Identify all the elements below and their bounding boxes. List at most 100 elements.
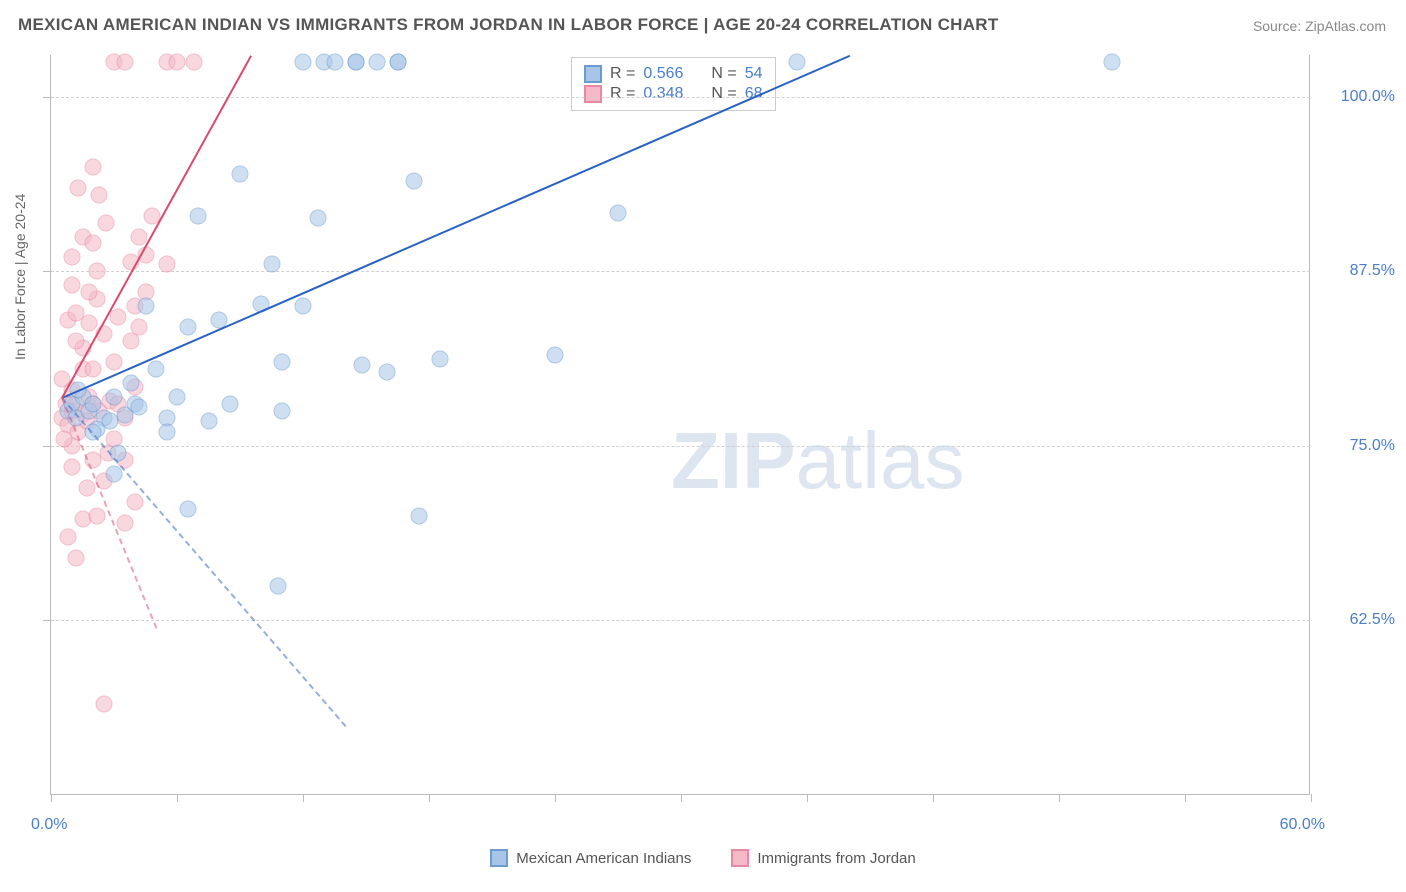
y-tick (43, 620, 51, 621)
r-label: R = (610, 65, 635, 83)
legend-swatch (731, 849, 749, 867)
r-value: 0.348 (643, 85, 683, 103)
y-axis-label: In Labor Force | Age 20-24 (12, 194, 28, 360)
data-point (295, 53, 312, 70)
source-attribution: Source: ZipAtlas.com (1253, 18, 1386, 34)
data-point (106, 465, 123, 482)
data-point (85, 158, 102, 175)
scatter-plot-area: ZIPatlas R =0.566N =54R =0.348N =68 0.0%… (50, 55, 1310, 795)
legend-swatch (490, 849, 508, 867)
data-point (610, 204, 627, 221)
data-point (131, 228, 148, 245)
x-tick (51, 794, 52, 802)
data-point (91, 186, 108, 203)
x-tick (681, 794, 682, 802)
data-point (221, 396, 238, 413)
legend-swatch (584, 85, 602, 103)
data-point (64, 458, 81, 475)
data-point (788, 53, 805, 70)
data-point (547, 347, 564, 364)
data-point (97, 214, 114, 231)
x-tick (1059, 794, 1060, 802)
y-tick (43, 446, 51, 447)
data-point (179, 500, 196, 517)
data-point (101, 412, 118, 429)
x-tick (1185, 794, 1186, 802)
y-tick (43, 97, 51, 98)
data-point (59, 528, 76, 545)
data-point (158, 423, 175, 440)
series-legend-label: Mexican American Indians (516, 850, 691, 867)
data-point (309, 210, 326, 227)
x-tick (555, 794, 556, 802)
data-point (68, 549, 85, 566)
data-point (431, 351, 448, 368)
watermark-atlas: atlas (795, 416, 964, 505)
data-point (95, 696, 112, 713)
series-legend-item: Mexican American Indians (490, 849, 691, 867)
r-value: 0.566 (643, 65, 683, 83)
x-tick (177, 794, 178, 802)
data-point (85, 235, 102, 252)
series-legend-label: Immigrants from Jordan (757, 850, 915, 867)
n-label: N = (711, 85, 736, 103)
data-point (200, 412, 217, 429)
data-point (131, 319, 148, 336)
data-point (55, 430, 72, 447)
n-label: N = (711, 65, 736, 83)
data-point (326, 53, 343, 70)
series-legend: Mexican American Indians Immigrants from … (0, 849, 1406, 867)
n-value: 54 (745, 65, 763, 83)
watermark-zip: ZIP (671, 416, 795, 505)
trend-line (61, 56, 252, 399)
y-tick-label: 75.0% (1350, 437, 1395, 455)
r-label: R = (610, 85, 635, 103)
x-tick (1311, 794, 1312, 802)
data-point (295, 298, 312, 315)
data-point (158, 256, 175, 273)
x-axis-max-label: 60.0% (1280, 816, 1325, 834)
data-point (122, 375, 139, 392)
data-point (116, 53, 133, 70)
data-point (1103, 53, 1120, 70)
stats-legend: R =0.566N =54R =0.348N =68 (571, 57, 776, 111)
data-point (269, 577, 286, 594)
data-point (410, 507, 427, 524)
data-point (179, 319, 196, 336)
data-point (353, 356, 370, 373)
data-point (80, 315, 97, 332)
data-point (274, 403, 291, 420)
gridline-h (51, 97, 1310, 98)
data-point (406, 172, 423, 189)
trend-line (61, 55, 849, 399)
x-tick (807, 794, 808, 802)
y-tick-label: 87.5% (1350, 262, 1395, 280)
data-point (131, 398, 148, 415)
stats-legend-row: R =0.348N =68 (584, 85, 763, 103)
data-point (185, 53, 202, 70)
y-tick-label: 62.5% (1350, 611, 1395, 629)
x-tick (303, 794, 304, 802)
data-point (106, 389, 123, 406)
data-point (89, 263, 106, 280)
data-point (85, 361, 102, 378)
data-point (148, 361, 165, 378)
data-point (89, 507, 106, 524)
data-point (68, 333, 85, 350)
gridline-h (51, 446, 1310, 447)
data-point (78, 479, 95, 496)
data-point (137, 298, 154, 315)
gridline-h (51, 271, 1310, 272)
chart-title: MEXICAN AMERICAN INDIAN VS IMMIGRANTS FR… (18, 15, 999, 35)
data-point (389, 53, 406, 70)
data-point (169, 53, 186, 70)
series-legend-item: Immigrants from Jordan (731, 849, 915, 867)
data-point (379, 363, 396, 380)
data-point (274, 354, 291, 371)
right-axis-border (1309, 55, 1310, 794)
stats-legend-row: R = 0.566 N = 54 (584, 65, 763, 83)
x-axis-min-label: 0.0% (31, 816, 67, 834)
watermark: ZIPatlas (671, 415, 964, 507)
data-point (347, 53, 364, 70)
gridline-h (51, 620, 1310, 621)
